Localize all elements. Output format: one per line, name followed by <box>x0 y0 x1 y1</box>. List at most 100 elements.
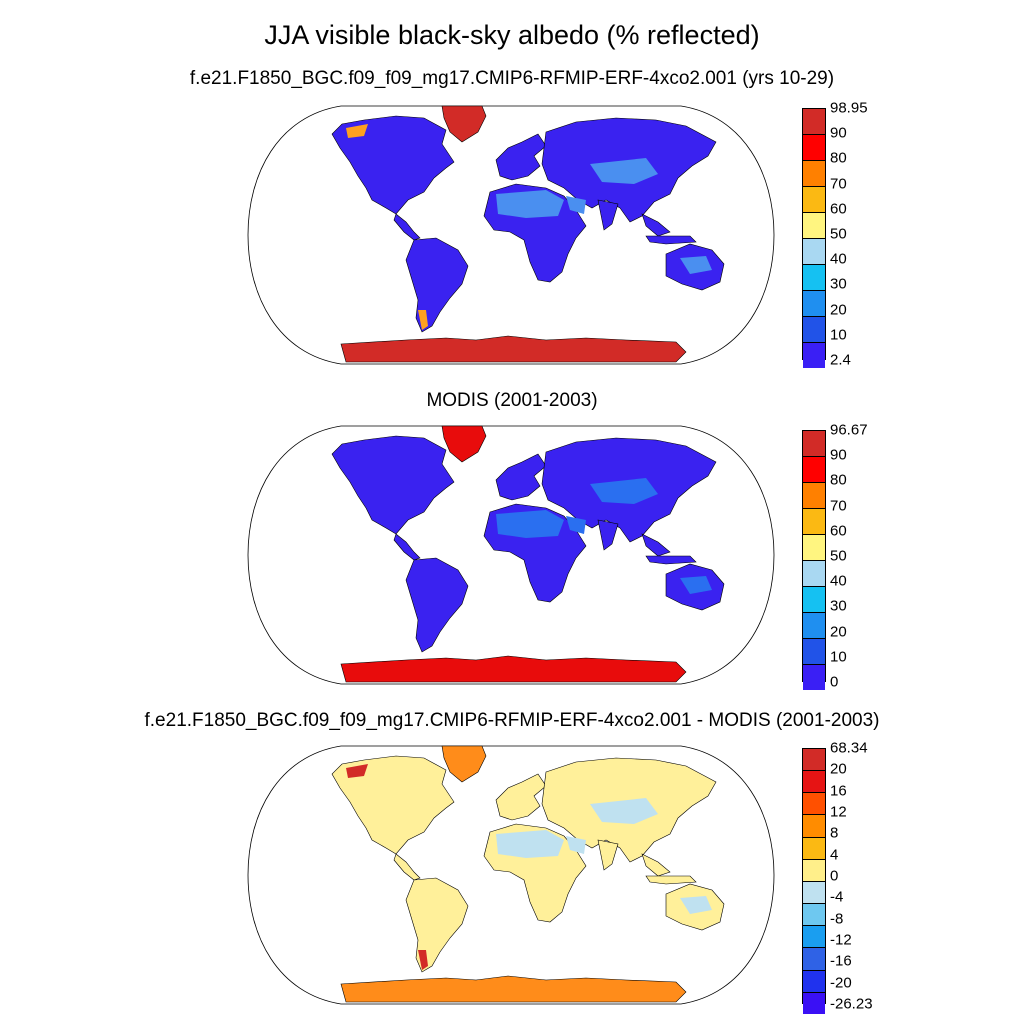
colorbar-segment <box>803 858 825 881</box>
landmass-greenland <box>441 105 487 143</box>
arid-region <box>680 576 712 594</box>
colorbar-label: 96.67 <box>830 421 868 439</box>
landmass-indonesia <box>645 555 697 565</box>
landmass-northAmerica <box>331 435 455 535</box>
colorbar-label: 20 <box>830 760 847 778</box>
landmass-northAmerica <box>331 115 455 215</box>
colorbar-segment <box>803 160 825 186</box>
landmass-europe <box>495 773 547 821</box>
colorbar-label: -26.23 <box>830 995 873 1013</box>
colorbar-label: -4 <box>830 888 844 906</box>
arid-region <box>590 478 658 504</box>
arid-region <box>496 510 564 538</box>
colorbar-segment <box>803 342 825 368</box>
colorbar-label: 40 <box>830 250 847 268</box>
colorbar-label: 60 <box>830 522 847 540</box>
landmass-indonesia <box>645 875 697 885</box>
landmass-southAmerica <box>405 237 469 333</box>
colorbar-label: 8 <box>830 824 839 842</box>
landmass-greenland <box>441 425 487 463</box>
colorbar-segment <box>803 290 825 316</box>
landmass-northAmerica <box>331 755 455 855</box>
landmass-southAmerica <box>405 877 469 973</box>
colorbar-label: 16 <box>830 782 847 800</box>
colorbar-segment <box>803 638 825 664</box>
landmass-indonesia <box>645 235 697 245</box>
colorbar-label: -8 <box>830 910 844 928</box>
colorbar-label: 0 <box>830 867 839 885</box>
colorbar-label: -16 <box>830 952 852 970</box>
colorbar-segment <box>803 316 825 342</box>
landmass-seAsia <box>641 533 671 557</box>
alpine-region <box>418 630 428 650</box>
colorbar-segment <box>803 264 825 290</box>
alpine-region <box>418 310 428 330</box>
panel-1-map <box>247 105 775 365</box>
landmass-india <box>597 839 619 871</box>
landmass-seAsia <box>641 853 671 877</box>
colorbar-label: 70 <box>830 175 847 193</box>
colorbar-segment <box>803 134 825 160</box>
colorbar-segment <box>803 770 825 793</box>
colorbar-segment <box>803 612 825 638</box>
colorbar-label: 50 <box>830 547 847 565</box>
colorbar-segment <box>803 212 825 238</box>
colorbar-segment <box>803 792 825 815</box>
colorbar-label: 68.34 <box>830 739 868 757</box>
colorbar-segment <box>803 836 825 859</box>
landmass-antarctica <box>340 975 687 1003</box>
colorbar-segment <box>803 109 825 134</box>
panel-2-colorbar <box>802 430 826 690</box>
colorbar-label: 80 <box>830 149 847 167</box>
landmass-centralAmerica <box>393 213 421 241</box>
panel-2-map <box>247 425 775 685</box>
colorbar-label: 2.4 <box>830 351 851 369</box>
colorbar-label: 10 <box>830 326 847 344</box>
landmass-europe <box>495 453 547 501</box>
arid-region <box>590 798 658 824</box>
colorbar-segment <box>803 560 825 586</box>
panel-1-title: f.e21.F1850_BGC.f09_f09_mg17.CMIP6-RFMIP… <box>189 68 835 89</box>
panel-3-colorbar <box>802 748 826 1014</box>
colorbar-segment <box>803 947 825 970</box>
colorbar-segment <box>803 903 825 926</box>
colorbar-segment <box>803 880 825 904</box>
arid-region <box>496 830 564 858</box>
landmass-centralAmerica <box>393 853 421 881</box>
colorbar-label: 60 <box>830 200 847 218</box>
colorbar-segment <box>803 749 825 771</box>
panel-3-title: f.e21.F1850_BGC.f09_f09_mg17.CMIP6-RFMIP… <box>144 710 880 731</box>
arid-region <box>566 516 586 534</box>
colorbar-label: -12 <box>830 931 852 949</box>
alpine-region <box>346 764 368 778</box>
alpine-region <box>346 444 368 458</box>
colorbar-label: 30 <box>830 597 847 615</box>
colorbar-segment <box>803 664 825 690</box>
landmass-centralAmerica <box>393 533 421 561</box>
landmass-southAmerica <box>405 557 469 653</box>
colorbar-segment <box>803 456 825 482</box>
colorbar-label: 90 <box>830 124 847 142</box>
colorbar-label: 70 <box>830 497 847 515</box>
colorbar-segment <box>803 925 825 948</box>
colorbar-label: 98.95 <box>830 99 868 117</box>
panel-3-map <box>247 745 775 1005</box>
colorbar-label: 50 <box>830 225 847 243</box>
colorbar-segment <box>803 508 825 534</box>
arid-region <box>680 256 712 274</box>
alpine-region <box>418 950 428 970</box>
colorbar-segment <box>803 482 825 508</box>
landmass-greenland <box>441 745 487 783</box>
landmass-antarctica <box>340 655 687 683</box>
colorbar-segment <box>803 586 825 612</box>
figure-title: JJA visible black-sky albedo (% reflecte… <box>264 20 760 50</box>
colorbar-label: 20 <box>830 301 847 319</box>
colorbar-segment <box>803 991 825 1014</box>
arid-region <box>680 896 712 914</box>
colorbar-label: 90 <box>830 446 847 464</box>
panel-1-colorbar <box>802 108 826 368</box>
landmass-europe <box>495 133 547 181</box>
arid-region <box>566 836 586 854</box>
arid-region <box>590 158 658 184</box>
colorbar-label: 30 <box>830 275 847 293</box>
